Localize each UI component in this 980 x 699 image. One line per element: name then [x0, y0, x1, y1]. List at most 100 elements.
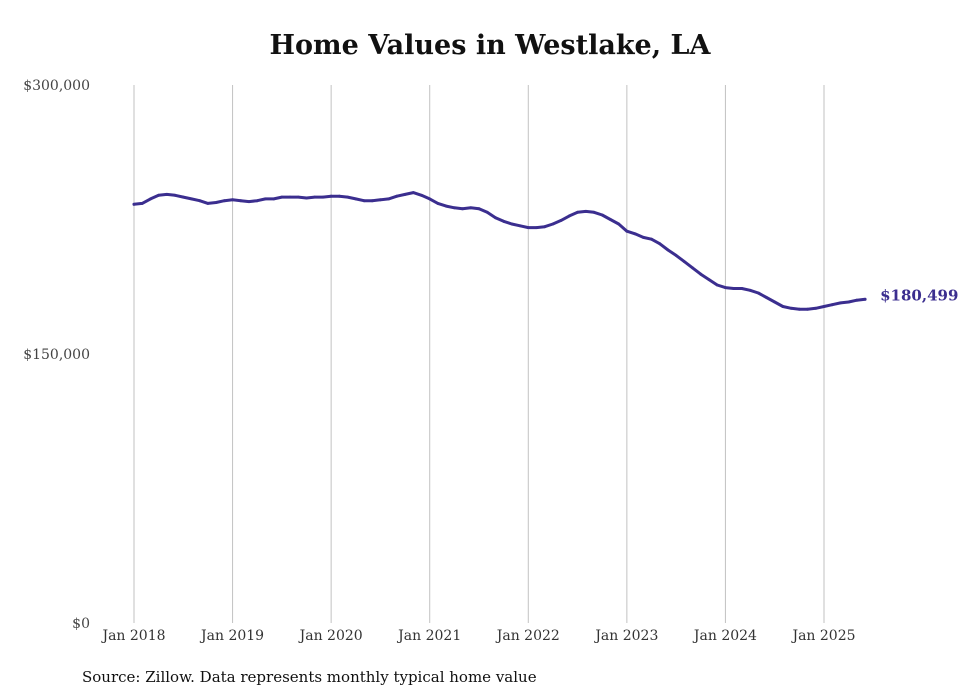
data-point [149, 197, 152, 201]
data-point [444, 204, 448, 208]
data-point [855, 298, 859, 302]
data-point [765, 296, 768, 299]
data-point [789, 306, 793, 310]
data-point [346, 195, 349, 199]
data-point [674, 254, 678, 257]
data-point [518, 224, 522, 228]
data-point [682, 260, 686, 263]
data-point [354, 197, 358, 201]
data-point [609, 218, 612, 221]
series-layer [132, 191, 867, 311]
data-point [559, 219, 563, 222]
data-point [732, 287, 735, 290]
data-point [247, 200, 251, 204]
data-point [691, 266, 694, 270]
data-point [420, 193, 423, 197]
data-point [403, 193, 407, 196]
data-point [379, 198, 382, 202]
data-labels: $180,499 [880, 286, 958, 304]
data-point [814, 306, 818, 310]
y-tick-label: $300,000 [23, 78, 90, 94]
x-tick-label: Jan 2020 [298, 628, 363, 644]
data-point [576, 210, 579, 214]
data-point [707, 278, 711, 281]
x-tick-label: Jan 2019 [199, 628, 264, 644]
x-tick-label: Jan 2021 [396, 628, 461, 644]
data-point [165, 193, 169, 196]
data-point [773, 300, 777, 304]
data-point [288, 195, 292, 199]
data-point [485, 210, 489, 214]
data-point [296, 195, 300, 199]
data-point [370, 199, 374, 203]
data-point [264, 197, 267, 201]
data-point [658, 242, 662, 246]
data-point [387, 197, 390, 201]
y-tick-label: $150,000 [23, 347, 90, 363]
data-point [592, 210, 596, 214]
data-point [181, 195, 185, 199]
data-point [337, 194, 341, 198]
series-line [132, 191, 867, 311]
gridlines [133, 85, 825, 623]
data-point [535, 226, 538, 230]
data-point [650, 237, 653, 241]
data-point [313, 195, 317, 199]
data-point [280, 195, 284, 199]
data-point [502, 219, 505, 223]
y-axis: $0 $150,000 $300,000 [23, 78, 90, 632]
y-tick-label: $0 [72, 616, 90, 632]
data-point [206, 202, 210, 205]
data-point [329, 194, 333, 198]
data-point [231, 198, 235, 202]
data-point [847, 300, 850, 304]
data-point [198, 199, 202, 203]
data-point [214, 201, 218, 204]
data-point [510, 222, 514, 226]
data-point [132, 202, 136, 206]
data-point [305, 196, 308, 200]
data-point [666, 248, 670, 252]
data-point [625, 229, 629, 233]
data-point [584, 210, 588, 213]
data-point [740, 287, 744, 290]
data-point [190, 197, 193, 201]
data-point [568, 214, 571, 218]
data-point [600, 213, 604, 217]
source-note: Source: Zillow. Data represents monthly … [82, 668, 537, 686]
data-point [781, 305, 785, 308]
data-point [543, 225, 547, 229]
data-point [699, 272, 703, 276]
data-point [428, 197, 432, 201]
data-point [748, 288, 752, 292]
x-tick-label: Jan 2022 [495, 628, 560, 644]
data-point [239, 199, 243, 203]
data-point [822, 305, 826, 308]
data-point [223, 199, 226, 203]
x-tick-label: Jan 2024 [692, 628, 757, 644]
x-tick-label: Jan 2025 [790, 628, 855, 644]
end-value-label: $180,499 [880, 286, 958, 304]
data-point [798, 307, 801, 311]
x-tick-label: Jan 2018 [100, 628, 165, 644]
data-point [526, 226, 530, 230]
data-point [272, 197, 276, 201]
data-point [756, 291, 760, 295]
data-point [140, 202, 144, 205]
data-point [617, 222, 621, 226]
data-point [411, 191, 415, 195]
data-point [453, 206, 456, 210]
data-point [551, 222, 555, 226]
data-point [321, 195, 325, 199]
data-point [461, 207, 464, 211]
data-point [477, 207, 481, 211]
data-point [157, 193, 161, 197]
x-axis: Jan 2018 Jan 2019 Jan 2020 Jan 2021 Jan 2022… [100, 628, 855, 644]
data-point [494, 216, 497, 220]
data-point [863, 297, 867, 301]
data-point [255, 199, 259, 203]
data-point [395, 194, 399, 198]
chart-title: Home Values in Westlake, LA [269, 30, 711, 61]
data-point [633, 232, 637, 236]
